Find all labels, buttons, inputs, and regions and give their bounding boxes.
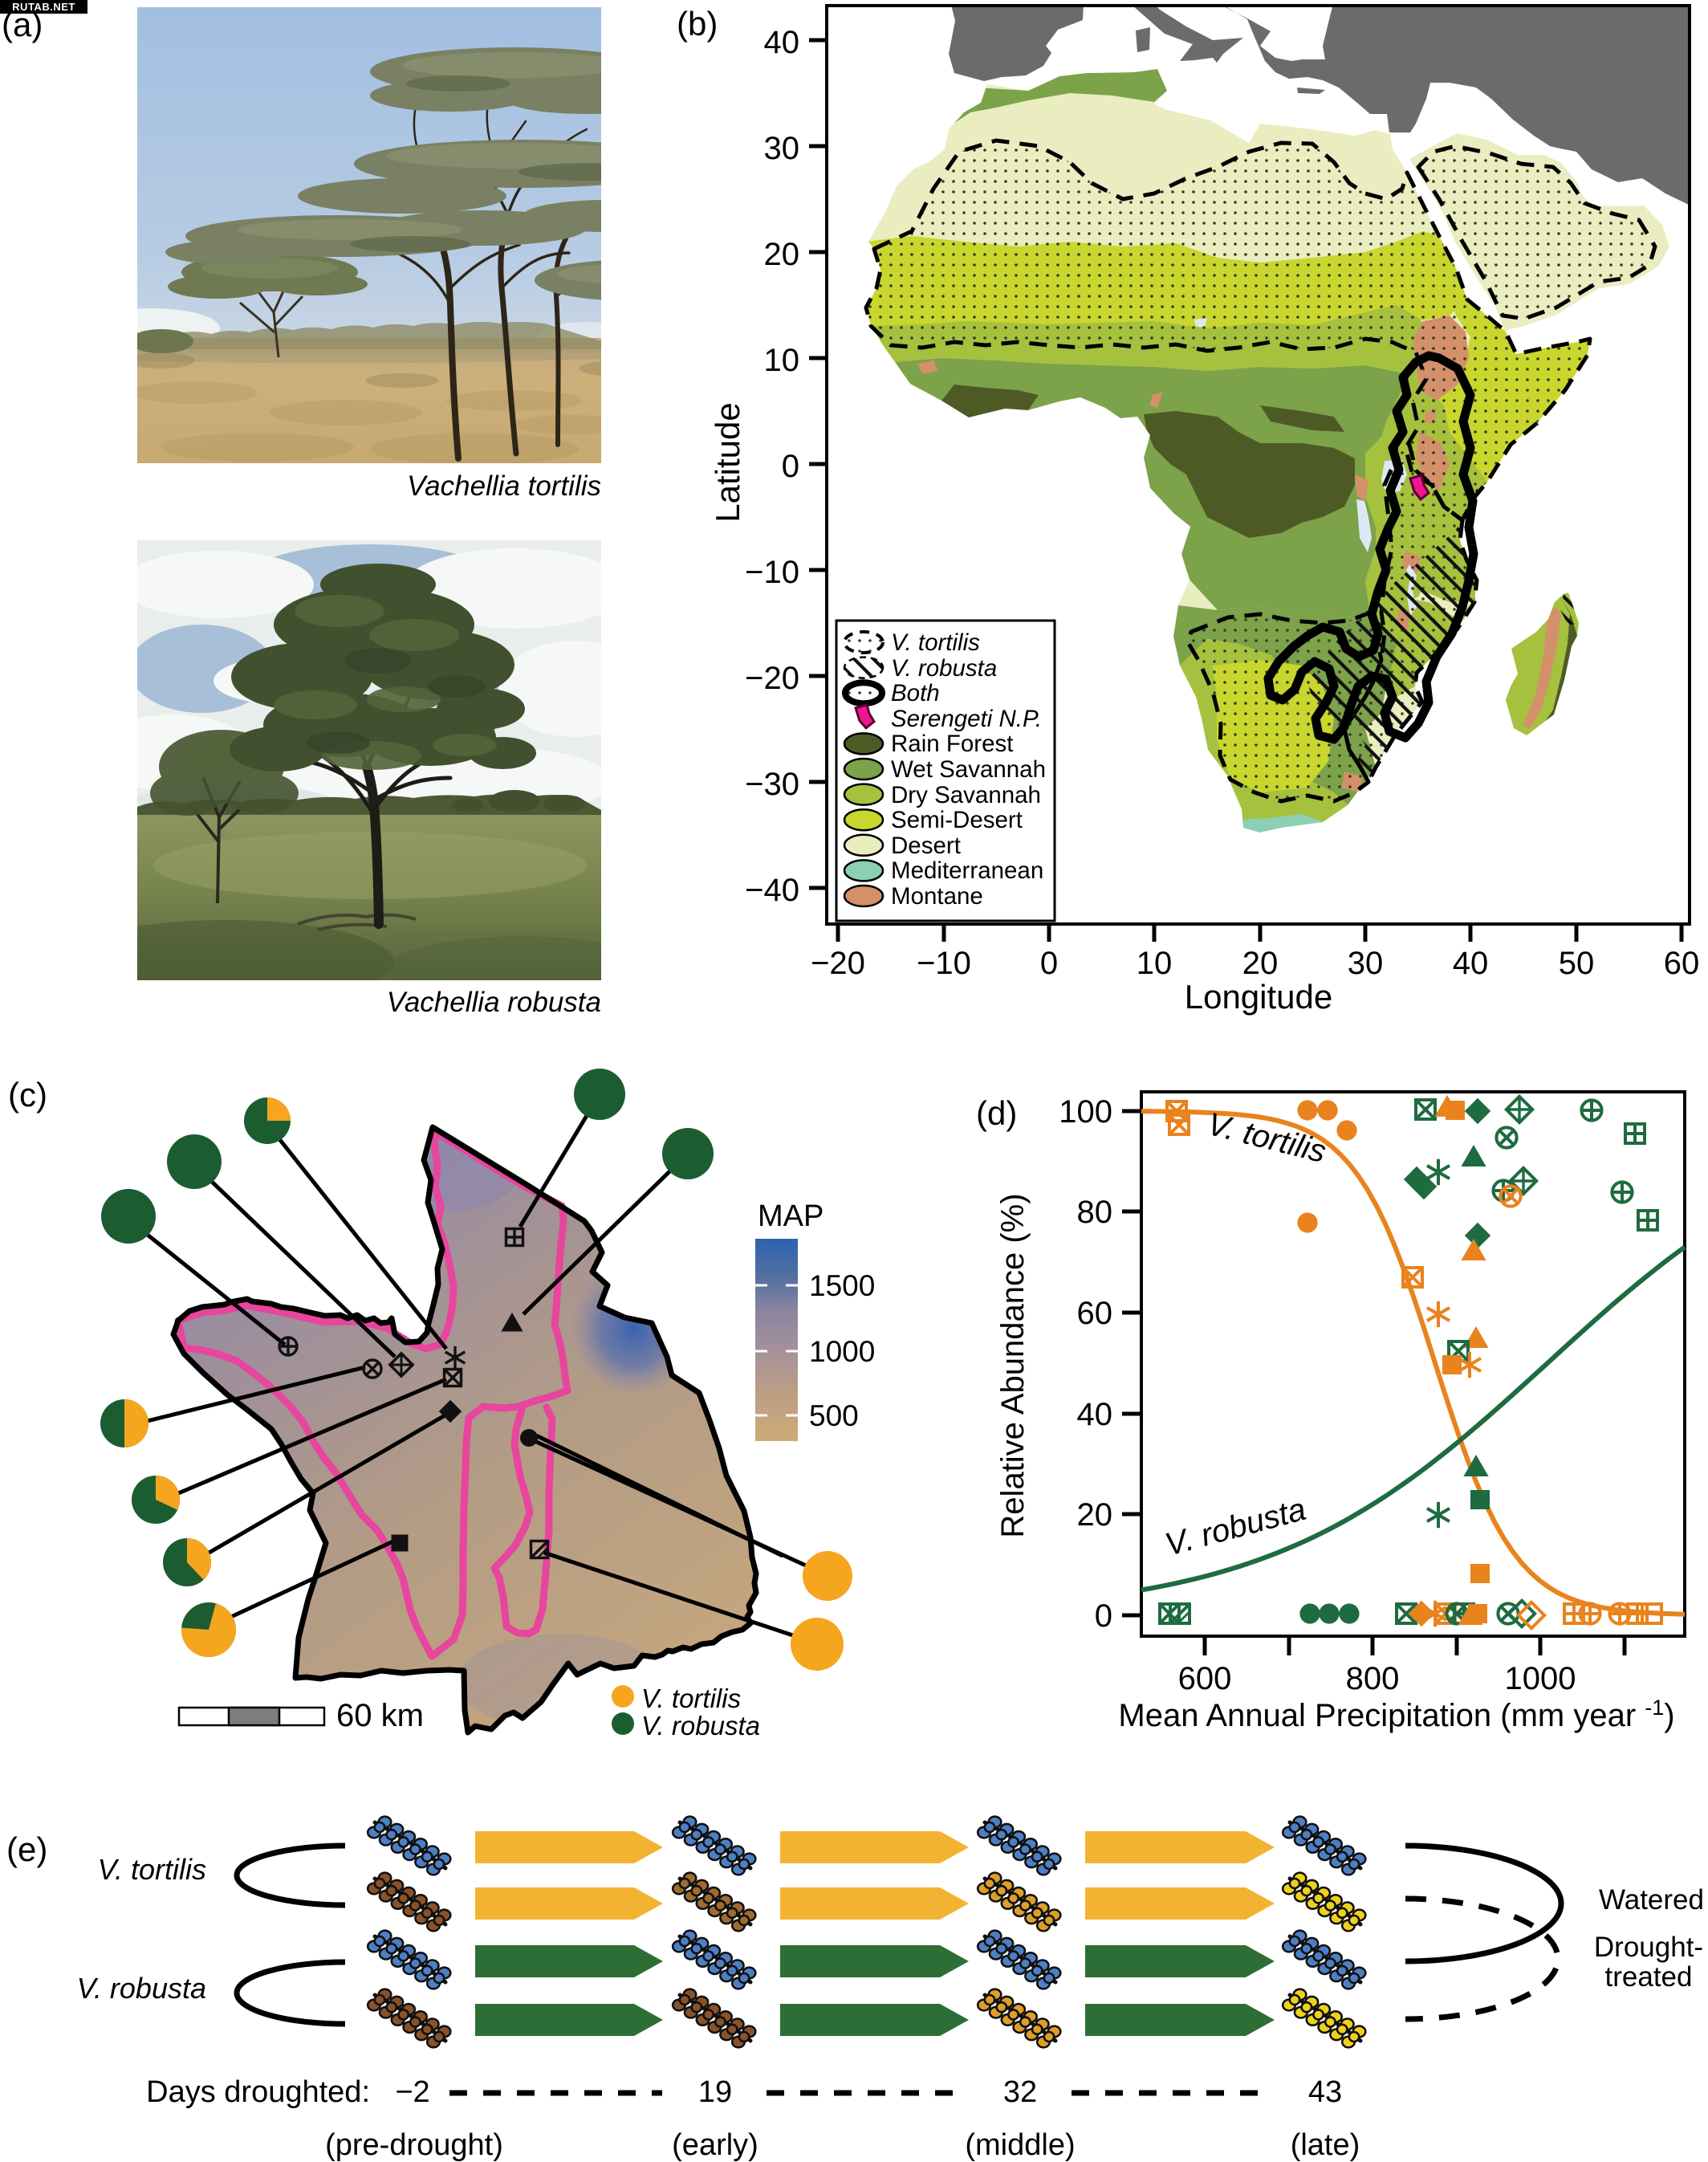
svg-text:−20: −20 [811,946,865,981]
svg-text:(e): (e) [6,1830,47,1868]
svg-text:V. robusta: V. robusta [77,1972,206,2005]
svg-text:0: 0 [1095,1598,1112,1634]
svg-text:Mean Annual Precipitation (mm: Mean Annual Precipitation (mm year -1) [1118,1696,1674,1733]
svg-text:−40: −40 [745,873,799,908]
svg-text:43: 43 [1308,2075,1342,2109]
svg-text:40: 40 [764,25,800,60]
svg-text:(late): (late) [1291,2128,1360,2162]
svg-text:Drought-: Drought- [1594,1932,1703,1963]
svg-text:30: 30 [1348,946,1384,981]
svg-text:−2: −2 [395,2075,429,2109]
svg-text:(b): (b) [677,5,718,43]
svg-text:0: 0 [782,449,799,484]
svg-text:Days droughted:: Days droughted: [146,2075,370,2109]
svg-text:600: 600 [1178,1661,1232,1696]
svg-text:Both: Both [891,680,940,706]
svg-text:800: 800 [1346,1661,1400,1696]
svg-text:Mediterranean: Mediterranean [891,857,1043,884]
svg-text:60: 60 [1664,946,1700,981]
svg-text:(d): (d) [976,1094,1017,1132]
svg-text:40: 40 [1077,1397,1113,1432]
svg-text:Dry Savannah: Dry Savannah [891,782,1041,808]
svg-text:Latitude: Latitude [709,402,746,522]
svg-text:Desert: Desert [891,833,961,859]
svg-text:V. tortilis: V. tortilis [891,629,980,656]
svg-text:Serengeti N.P.: Serengeti N.P. [891,706,1042,732]
svg-text:Montane: Montane [891,883,983,910]
svg-text:40: 40 [1453,946,1489,981]
svg-text:Watered: Watered [1599,1884,1704,1916]
svg-text:V. robusta: V. robusta [641,1711,760,1741]
svg-text:(middle): (middle) [965,2128,1075,2162]
svg-text:Wet Savannah: Wet Savannah [891,756,1046,783]
svg-text:(pre-drought): (pre-drought) [325,2128,503,2162]
svg-text:32: 32 [1003,2075,1037,2109]
svg-text:−30: −30 [745,767,799,802]
svg-text:MAP: MAP [758,1199,824,1233]
svg-text:30: 30 [764,131,800,166]
svg-text:Semi-Desert: Semi-Desert [891,807,1023,833]
svg-text:20: 20 [1242,946,1279,981]
svg-text:20: 20 [764,237,800,272]
svg-text:50: 50 [1559,946,1595,981]
svg-text:(early): (early) [672,2128,758,2162]
svg-text:60: 60 [1077,1296,1113,1331]
svg-text:−10: −10 [917,946,971,981]
svg-text:20: 20 [1077,1497,1113,1533]
svg-text:1500: 1500 [809,1269,875,1302]
svg-text:(c): (c) [8,1076,47,1114]
svg-text:−20: −20 [745,661,799,696]
svg-text:Relative Abundance (%): Relative Abundance (%) [995,1193,1031,1537]
svg-text:treated: treated [1605,1961,1693,1993]
svg-text:10: 10 [1137,946,1173,981]
svg-text:100: 100 [1059,1094,1112,1130]
svg-text:60 km: 60 km [336,1698,424,1733]
svg-text:19: 19 [698,2075,732,2109]
svg-text:V. tortilis: V. tortilis [641,1684,741,1713]
svg-text:500: 500 [809,1399,859,1432]
svg-text:Rain Forest: Rain Forest [891,731,1013,757]
svg-text:V. tortilis: V. tortilis [98,1853,206,1886]
svg-text:0: 0 [1040,946,1058,981]
svg-text:1000: 1000 [1505,1661,1576,1696]
svg-text:−10: −10 [745,555,799,590]
svg-text:V. robusta: V. robusta [1161,1492,1310,1563]
svg-text:80: 80 [1077,1195,1113,1230]
svg-text:Longitude: Longitude [1185,978,1333,1016]
svg-text:10: 10 [764,343,800,378]
svg-text:1000: 1000 [809,1335,875,1368]
svg-text:V. robusta: V. robusta [891,655,997,682]
